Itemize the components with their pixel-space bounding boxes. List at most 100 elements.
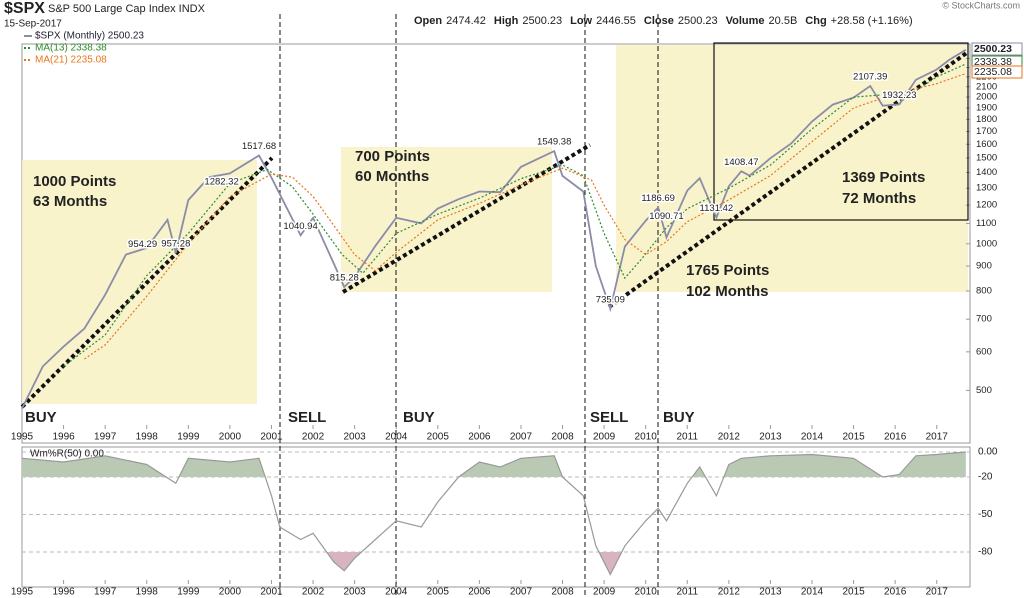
y-tick-label: 1700 (976, 126, 997, 137)
y-tick-label: -50 (978, 509, 993, 520)
x-tick-label: 2016 (884, 587, 907, 598)
point-label: 1408.47 (724, 157, 758, 168)
quote-label: Open (414, 15, 442, 27)
x-tick-label: 2015 (842, 432, 865, 443)
x-tick-label: 2007 (510, 587, 533, 598)
trend-line (607, 50, 970, 309)
x-tick-label: 2001 (260, 587, 283, 598)
legend-label: MA(21) 2235.08 (35, 55, 107, 66)
point-label: 1090.71 (649, 211, 683, 222)
x-tick-label: 2008 (551, 587, 574, 598)
annotation: 102 Months (686, 283, 769, 300)
x-tick-label: 2006 (468, 432, 491, 443)
focus-box (713, 42, 969, 221)
signal-label: BUY (25, 409, 57, 426)
point-label: 1131.42 (700, 203, 734, 214)
annotation: 72 Months (842, 190, 916, 207)
annotation: 1369 Points (842, 169, 925, 186)
y-tick-label: 1300 (976, 183, 997, 194)
quote-value: +28.58 (+1.16%) (831, 15, 913, 27)
x-tick-label: 2000 (219, 432, 242, 443)
x-tick-label: 2010 (635, 432, 658, 443)
x-tick-label: 2004 (385, 432, 408, 443)
point-label: 1040.94 (283, 221, 317, 232)
quote-row: Open 2474.42 High 2500.23 Low 2446.55 Close 250… (414, 15, 913, 27)
legend-label: $SPX (Monthly) 2500.23 (35, 31, 144, 42)
wmr-line (21, 451, 966, 576)
annotation: 60 Months (355, 168, 429, 185)
subtitle: S&P 500 Large Cap Index INDX (48, 3, 206, 15)
x-tick-label: 2009 (593, 587, 616, 598)
x-tick-label: 2016 (884, 432, 907, 443)
x-tick-label: 2006 (468, 587, 491, 598)
legend-label: Wm%R(50) 0.00 (30, 449, 104, 460)
source: © StockCharts.com (942, 0, 1020, 10)
point-label: 957.28 (161, 238, 190, 249)
x-tick-label: 2015 (842, 587, 865, 598)
x-tick-label: 2017 (926, 432, 949, 443)
x-tick-label: 2012 (718, 432, 741, 443)
point-label: 954.29 (128, 239, 157, 250)
x-tick-label: 2011 (677, 587, 699, 598)
price-tag-label: 2338.38 (974, 56, 1012, 68)
point-label: 735.09 (596, 294, 625, 305)
trend-line (20, 156, 274, 409)
x-tick-label: 1995 (11, 432, 34, 443)
x-tick-label: 1999 (177, 587, 200, 598)
symbol: $SPX (4, 0, 45, 17)
quote-value: 2500.23 (522, 15, 562, 27)
x-tick-label: 1995 (11, 587, 34, 598)
y-tick-label: 1000 (976, 238, 997, 249)
x-tick-label: 2013 (759, 587, 782, 598)
point-label: 1186.69 (641, 193, 675, 204)
x-tick-label: 2005 (427, 587, 450, 598)
point-label: 1549.38 (537, 137, 571, 148)
y-tick-label: 2100 (976, 81, 997, 92)
quote-value: 2474.42 (446, 15, 486, 27)
price-tag-label: 2500.23 (974, 43, 1012, 55)
signal-label: SELL (590, 409, 628, 426)
price-tag-label: 2235.08 (974, 66, 1012, 78)
x-tick-label: 2000 (219, 587, 242, 598)
y-tick-label: 1400 (976, 167, 997, 178)
x-tick-label: 2002 (302, 587, 325, 598)
x-tick-label: 2003 (344, 432, 367, 443)
x-tick-label: 2008 (551, 432, 574, 443)
y-tick-label: 2000 (976, 92, 997, 103)
x-tick-label: 2017 (926, 587, 949, 598)
x-tick-label: 1997 (94, 432, 117, 443)
y-tick-label: 600 (976, 346, 992, 357)
x-tick-label: 2009 (593, 432, 616, 443)
annotation: 63 Months (33, 193, 107, 210)
highlight-box (22, 160, 257, 404)
signal-label: BUY (663, 409, 695, 426)
point-label: 815.28 (330, 272, 359, 283)
annotation: 1765 Points (686, 262, 769, 279)
signal-label: SELL (288, 409, 326, 426)
legend-label: MA(13) 2338.38 (35, 43, 107, 54)
quote-value: 2446.55 (596, 15, 636, 27)
quote-label: Volume (726, 15, 765, 27)
date: 15-Sep-2017 (4, 19, 62, 30)
price-line (63, 63, 967, 367)
x-tick-label: 2002 (302, 432, 325, 443)
y-tick-label: 1200 (976, 200, 997, 211)
quote-label: High (494, 15, 519, 27)
quote-label: Close (644, 15, 674, 27)
y-tick-label: 1500 (976, 152, 997, 163)
x-tick-label: 2012 (718, 587, 741, 598)
quote-value: 20.5B (769, 15, 798, 27)
x-tick-label: 1998 (136, 587, 159, 598)
y-tick-label: -80 (978, 547, 993, 558)
x-tick-label: 2003 (344, 587, 367, 598)
y-tick-label: 0.00 (978, 447, 998, 458)
x-tick-label: 2014 (801, 587, 824, 598)
highlight-box (616, 45, 968, 292)
x-tick-label: 1999 (177, 432, 200, 443)
x-tick-label: 1996 (52, 432, 75, 443)
point-label: 2107.39 (853, 72, 887, 83)
price-line (21, 49, 967, 409)
y-tick-label: 800 (976, 285, 992, 296)
x-tick-label: 1996 (52, 587, 75, 598)
